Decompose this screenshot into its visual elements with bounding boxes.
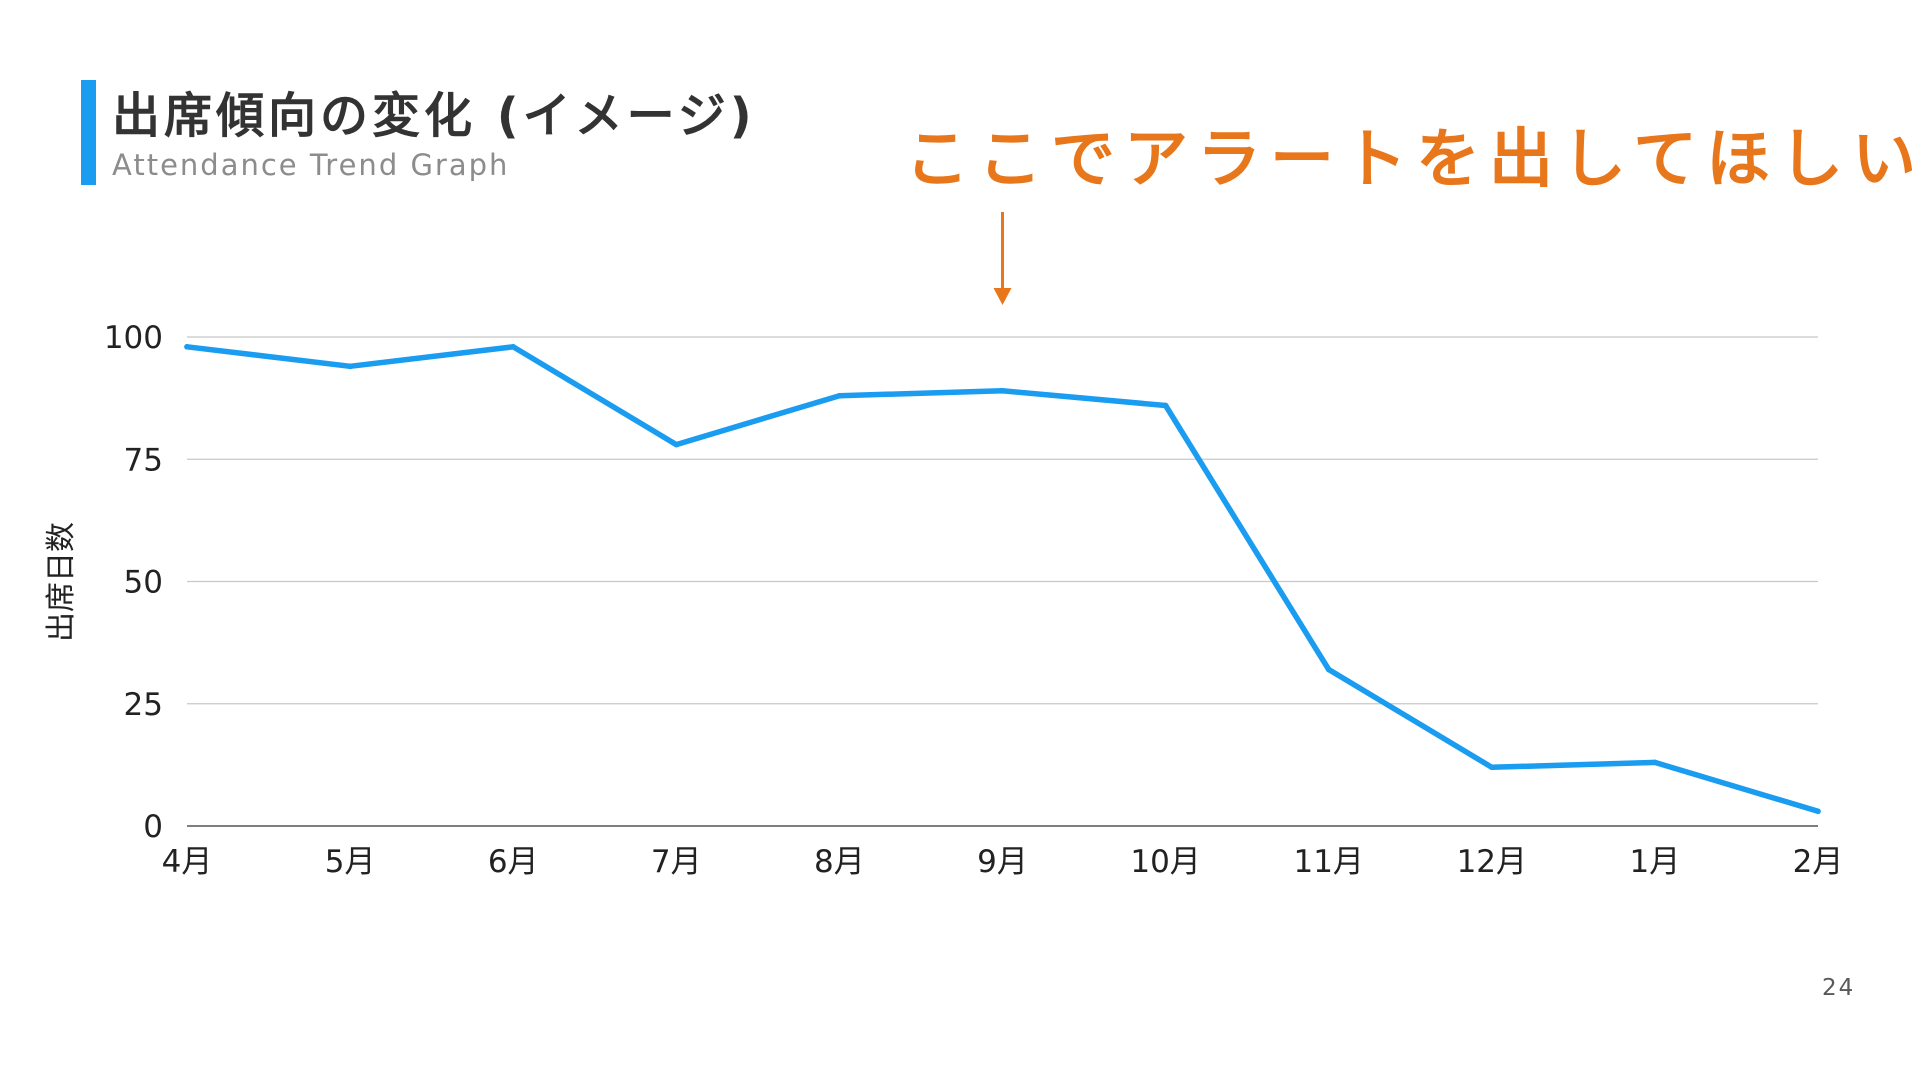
data-point	[1325, 666, 1332, 673]
x-tick-label: 11月	[1293, 844, 1363, 880]
callout-arrow-head	[993, 288, 1012, 305]
title-accent-bar	[81, 80, 96, 185]
data-point	[836, 392, 843, 399]
x-tick-label: 1月	[1630, 844, 1681, 880]
data-point	[1815, 808, 1821, 815]
y-tick-label: 0	[143, 809, 163, 845]
page-number: 24	[1822, 975, 1856, 1001]
x-tick-label: 5月	[325, 844, 376, 880]
data-point	[510, 343, 516, 350]
x-tick-label: 10月	[1130, 844, 1200, 880]
x-tick-label: 2月	[1793, 844, 1844, 880]
attendance-series-line	[184, 344, 1821, 815]
data-point	[1489, 764, 1495, 771]
data-point	[1162, 402, 1169, 409]
y-tick-label: 75	[124, 442, 163, 478]
x-tick-label: 4月	[162, 844, 213, 880]
x-tick-label: 9月	[977, 844, 1028, 880]
alert-callout-text: ここでアラートを出してほしい	[905, 123, 1920, 197]
x-tick-label: 6月	[488, 844, 539, 880]
y-tick-label: 25	[124, 687, 163, 723]
y-axis-title: 出席日数	[44, 522, 79, 642]
data-point	[673, 441, 680, 448]
x-tick-label: 7月	[651, 844, 702, 880]
page-title: 出席傾向の変化 (イメージ)	[112, 88, 756, 144]
data-point	[184, 343, 190, 350]
x-tick-label: 8月	[814, 844, 865, 880]
y-tick-label: 50	[124, 565, 163, 601]
data-point	[1652, 759, 1658, 766]
data-point	[347, 363, 353, 370]
data-point	[999, 387, 1006, 394]
page-subtitle: Attendance Trend Graph	[112, 148, 510, 182]
y-tick-label: 100	[104, 320, 163, 356]
x-tick-label: 12月	[1457, 844, 1527, 880]
